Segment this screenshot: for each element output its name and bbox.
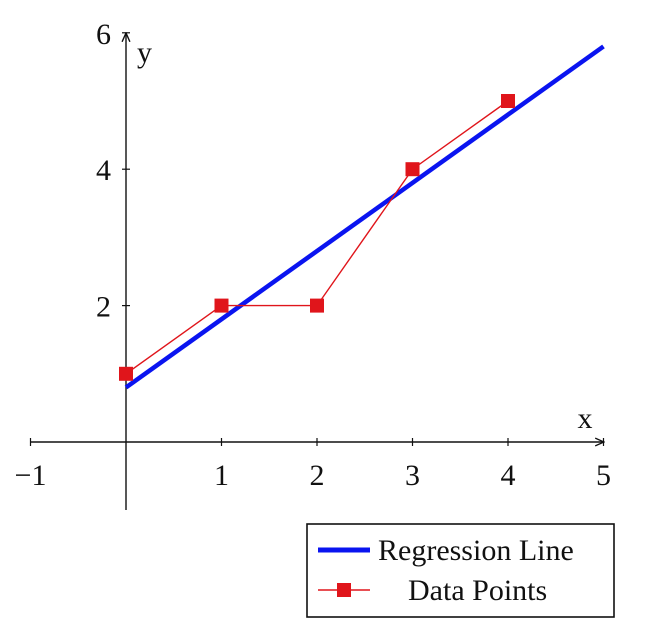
y-tick-label: 6 [96, 18, 111, 51]
y-tick-label: 2 [96, 291, 111, 324]
x-tick-label: 3 [405, 459, 420, 492]
x-tick-label: 1 [214, 459, 229, 492]
legend-label-regression-line: Regression Line [378, 534, 574, 567]
legend-label-data-points: Data Points [408, 574, 547, 607]
y-tick-label: 4 [96, 154, 111, 187]
data-point-marker [119, 366, 133, 381]
x-axis-label: x [578, 402, 593, 435]
tick-labels: −1 1 2 3 4 5 2 4 6 [15, 18, 611, 492]
tick-marks [29, 32, 605, 446]
regression-line [124, 44, 605, 390]
data-point-marker [405, 162, 420, 177]
data-point-marker [214, 298, 229, 313]
legend-box [306, 523, 615, 618]
legend: Regression Line Data Points [306, 523, 615, 618]
x-tick-label: 4 [501, 459, 516, 492]
x-tick-label: 2 [310, 459, 325, 492]
data-point-marker [310, 298, 324, 313]
data-points-line [125, 100, 509, 375]
x-tick-label: −1 [15, 459, 47, 492]
series-layer [119, 44, 605, 390]
data-point-marker [501, 94, 515, 108]
legend-marker-data-points [337, 583, 351, 597]
x-tick-label: 5 [596, 459, 611, 492]
y-axis-label: y [137, 36, 152, 69]
